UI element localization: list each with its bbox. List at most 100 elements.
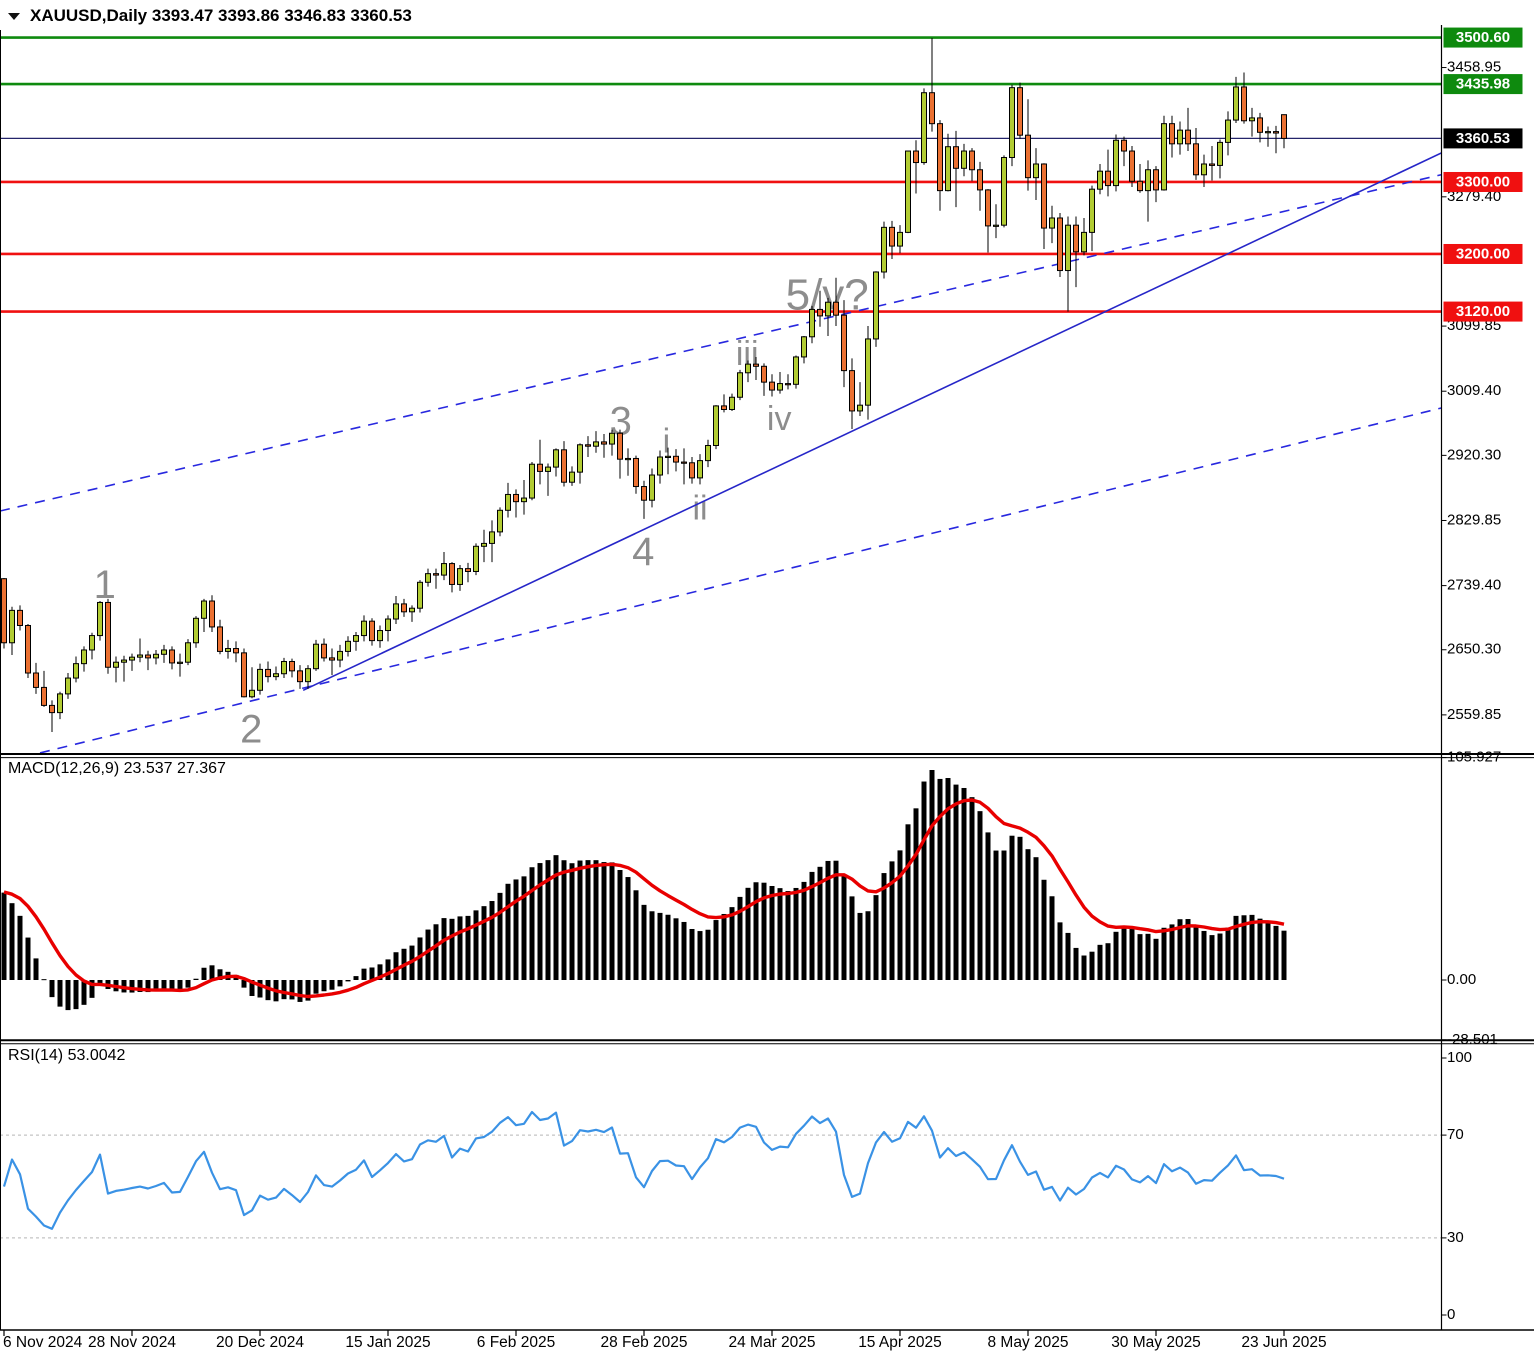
- candle: [161, 649, 167, 655]
- macd-bar: [1121, 925, 1127, 980]
- candle: [753, 363, 759, 367]
- candle: [145, 654, 151, 659]
- candle: [1041, 163, 1047, 229]
- candle: [681, 461, 687, 464]
- candle: [505, 493, 511, 511]
- candle: [1009, 87, 1015, 159]
- candle: [57, 693, 63, 714]
- y-axis-label: 3279.40: [1447, 188, 1501, 205]
- macd-bar: [961, 787, 967, 980]
- macd-bar: [97, 980, 103, 985]
- candle: [89, 635, 95, 651]
- candle: [553, 449, 559, 468]
- candle: [9, 609, 15, 644]
- macd-bar: [1001, 850, 1007, 980]
- y-axis-label: 0: [1447, 1306, 1455, 1323]
- macd-bar: [1185, 919, 1191, 980]
- macd-bar: [1057, 922, 1063, 980]
- chart-title: XAUUSD,Daily 3393.47 3393.86 3346.83 336…: [30, 6, 412, 25]
- macd-bar: [177, 980, 183, 992]
- macd-bar: [153, 980, 159, 992]
- candle: [265, 668, 271, 678]
- price-badge: [1443, 171, 1523, 192]
- macd-bar: [673, 918, 679, 980]
- candle: [321, 643, 327, 659]
- macd-bar: [1033, 857, 1039, 980]
- macd-layer: [1, 770, 1287, 1011]
- wave-label: ii: [692, 489, 707, 527]
- macd-bar: [473, 910, 479, 980]
- macd-bar: [769, 885, 775, 980]
- candle: [433, 573, 439, 576]
- macd-bar: [545, 860, 551, 980]
- macd-bar: [713, 920, 719, 980]
- macd-bar: [553, 855, 559, 980]
- candle: [1201, 163, 1207, 176]
- macd-bar: [633, 890, 639, 980]
- candle: [1017, 87, 1023, 136]
- candle: [457, 568, 463, 585]
- macd-bar: [1, 892, 7, 980]
- candle: [1281, 114, 1287, 139]
- macd-bar: [697, 931, 703, 980]
- candle: [617, 432, 623, 460]
- macd-bar: [1009, 835, 1015, 980]
- price-badge: [1443, 128, 1523, 149]
- candle: [969, 150, 975, 171]
- candle: [25, 624, 31, 674]
- macd-bar: [969, 797, 975, 980]
- macd-bar: [337, 980, 343, 987]
- candle: [1033, 163, 1039, 179]
- candle: [921, 92, 927, 164]
- macd-bar: [489, 901, 495, 980]
- macd-bar: [721, 913, 727, 980]
- price-badge: [1443, 74, 1523, 95]
- candle: [361, 620, 367, 637]
- macd-bar: [1193, 926, 1199, 980]
- price-axis: 3458.953279.403099.853009.402920.302829.…: [1440, 25, 1523, 1330]
- macd-bar: [577, 860, 583, 980]
- wave-label: 4: [632, 530, 654, 574]
- candle: [561, 449, 567, 483]
- macd-bar: [857, 912, 863, 980]
- candle: [441, 563, 447, 576]
- candle: [1081, 231, 1087, 253]
- candle: [641, 486, 647, 501]
- macd-bar: [241, 980, 247, 988]
- candle: [473, 545, 479, 572]
- candle: [977, 169, 983, 191]
- macd-signal-line: [3, 798, 1285, 999]
- candle: [929, 92, 935, 125]
- x-axis-label: 15 Apr 2025: [858, 1334, 942, 1351]
- candle: [481, 542, 487, 547]
- candle: [761, 365, 767, 383]
- macd-bar: [321, 980, 327, 992]
- y-axis-label: 3009.40: [1447, 382, 1501, 399]
- macd-bar: [809, 871, 815, 980]
- candle: [129, 656, 135, 661]
- macd-bar: [793, 887, 799, 980]
- x-axis-label: 28 Feb 2025: [600, 1334, 687, 1351]
- macd-bar: [289, 980, 295, 1000]
- candle: [529, 463, 535, 499]
- macd-bar: [1137, 934, 1143, 980]
- macd-bar: [329, 980, 335, 990]
- candle: [369, 620, 375, 642]
- rsi-indicator-label: RSI(14) 53.0042: [8, 1047, 126, 1064]
- x-axis-label: 23 Jun 2025: [1241, 1334, 1326, 1351]
- candle-layer: [1, 37, 1287, 733]
- macd-bar: [369, 967, 375, 980]
- y-axis-label: 2739.40: [1447, 577, 1501, 594]
- macd-bar: [561, 860, 567, 980]
- symbol-dropdown-icon[interactable]: [8, 12, 21, 21]
- candle: [409, 607, 415, 613]
- macd-bar: [25, 937, 31, 980]
- macd-bar: [297, 980, 303, 1002]
- candle: [913, 150, 919, 164]
- candle: [185, 642, 191, 663]
- candle: [801, 336, 807, 358]
- macd-bar: [1089, 951, 1095, 980]
- candle: [297, 670, 303, 683]
- candle: [41, 686, 47, 706]
